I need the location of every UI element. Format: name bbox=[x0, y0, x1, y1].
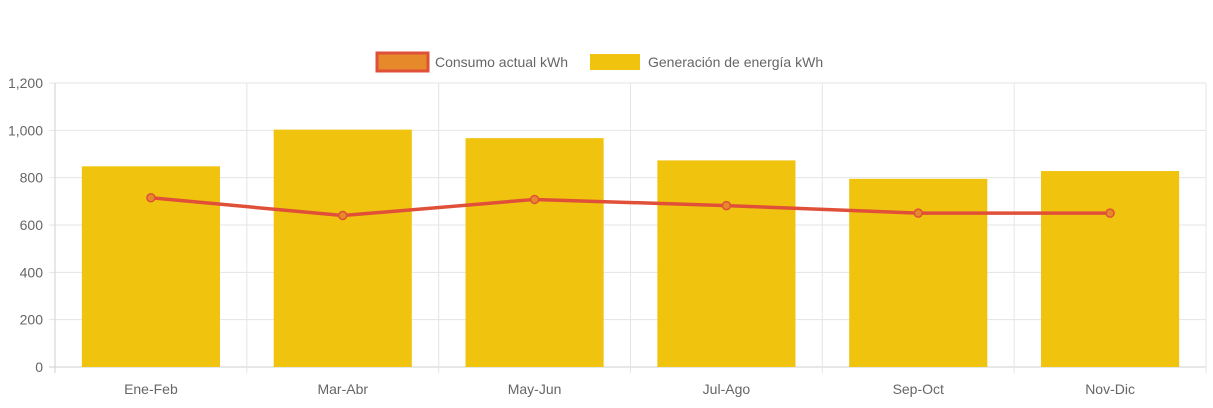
consumo-line bbox=[150, 196, 1111, 218]
point-consumo-sep-oct[interactable] bbox=[913, 208, 923, 218]
x-tick-label: Mar-Abr bbox=[317, 381, 368, 397]
legend-label-consumo[interactable]: Consumo actual kWh bbox=[435, 54, 568, 70]
x-tick-label: Sep-Oct bbox=[893, 381, 944, 397]
y-tick-label: 1,200 bbox=[8, 75, 43, 91]
y-tick-label: 400 bbox=[20, 264, 44, 280]
point-consumo-mar-abr[interactable] bbox=[338, 210, 348, 221]
bar-mar-abr[interactable] bbox=[273, 129, 412, 367]
point-consumo-jul-ago[interactable] bbox=[721, 200, 732, 211]
bar-may-jun[interactable] bbox=[465, 138, 604, 367]
legend-label-generacion[interactable]: Generación de energía kWh bbox=[648, 54, 823, 70]
x-axis-ticks: Ene-Feb Mar-Abr May-Jun Jul-Ago Sep-Oct Nov-D… bbox=[124, 381, 1135, 397]
point-consumo-nov-dic[interactable] bbox=[1105, 208, 1115, 218]
legend: Consumo actual kWh Generación de energía… bbox=[375, 51, 823, 73]
point-consumo-may-jun[interactable] bbox=[529, 194, 540, 205]
y-tick-label: 800 bbox=[20, 170, 44, 186]
x-tick-label: Jul-Ago bbox=[703, 381, 751, 397]
y-tick-label: 600 bbox=[20, 217, 44, 233]
y-tick-label: 200 bbox=[20, 312, 44, 328]
bar-sep-oct[interactable] bbox=[849, 178, 988, 367]
x-tick-label: Nov-Dic bbox=[1085, 381, 1135, 397]
y-tick-label: 1,000 bbox=[8, 122, 43, 138]
y-axis-ticks: 0 200 400 600 800 1,000 1,200 bbox=[8, 75, 43, 375]
line-series-consumo bbox=[146, 193, 1115, 221]
x-tick-label: May-Jun bbox=[508, 381, 562, 397]
y-tick-label: 0 bbox=[35, 359, 43, 375]
legend-swatch-generacion[interactable] bbox=[590, 54, 640, 70]
bar-nov-dic[interactable] bbox=[1041, 171, 1180, 367]
x-tick-label: Ene-Feb bbox=[124, 381, 178, 397]
grid-lines bbox=[49, 82, 1207, 373]
point-consumo-ene-feb[interactable] bbox=[146, 193, 156, 203]
legend-swatch-consumo[interactable] bbox=[375, 51, 430, 73]
bar-jul-ago[interactable] bbox=[657, 160, 796, 367]
